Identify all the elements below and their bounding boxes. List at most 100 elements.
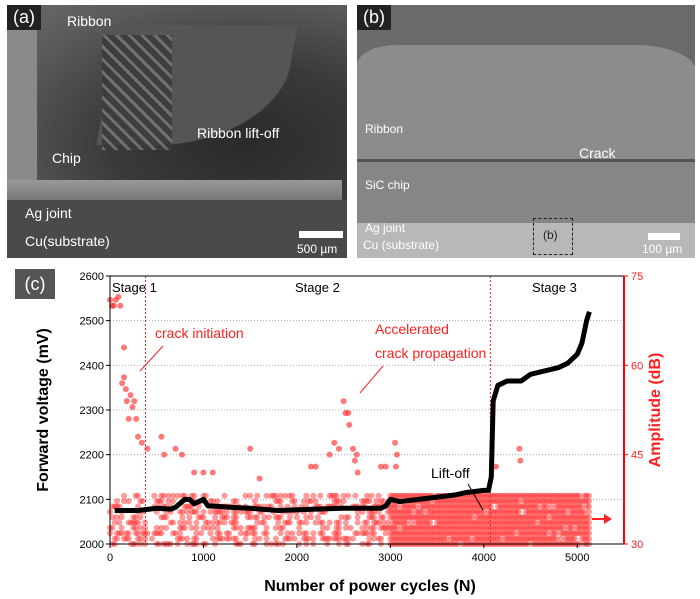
amplitude-point bbox=[165, 498, 172, 505]
amplitude-point bbox=[520, 492, 527, 499]
amplitude-point bbox=[438, 535, 445, 542]
amplitude-point bbox=[436, 519, 443, 526]
amplitude-point bbox=[429, 535, 436, 542]
amplitude-point bbox=[371, 535, 378, 542]
label-ribbon: Ribbon bbox=[67, 13, 112, 29]
amplitude-point bbox=[564, 514, 571, 521]
amplitude-point bbox=[214, 498, 221, 505]
amplitude-point bbox=[394, 524, 401, 531]
amplitude-point bbox=[438, 498, 445, 505]
amplitude-point bbox=[480, 530, 487, 537]
amplitude-point bbox=[385, 524, 392, 531]
amplitude-point bbox=[445, 503, 452, 510]
amplitude-point bbox=[438, 503, 445, 510]
amplitude-point bbox=[338, 514, 345, 521]
amplitude-point bbox=[476, 519, 483, 526]
amplitude-peak-point bbox=[392, 439, 399, 446]
amplitude-point bbox=[275, 498, 282, 505]
amplitude-point bbox=[504, 535, 511, 542]
amplitude-point bbox=[219, 514, 226, 521]
amplitude-point bbox=[450, 498, 457, 505]
amplitude-point bbox=[564, 524, 571, 531]
amplitude-point bbox=[571, 535, 578, 542]
amplitude-point bbox=[515, 535, 522, 542]
amplitude-point bbox=[408, 519, 415, 526]
amplitude-point bbox=[417, 524, 424, 531]
amplitude-point bbox=[415, 524, 422, 531]
amplitude-point bbox=[142, 530, 149, 537]
amplitude-point bbox=[541, 498, 548, 505]
amplitude-point bbox=[541, 530, 548, 537]
amplitude-point bbox=[578, 514, 585, 521]
amplitude-point bbox=[504, 508, 511, 515]
sem-image-a: (a) Ribbon Ribbon lift-off Chip Ag joint… bbox=[7, 5, 347, 258]
amplitude-point bbox=[193, 519, 200, 526]
amplitude-point bbox=[492, 530, 499, 537]
amplitude-point bbox=[571, 498, 578, 505]
amplitude-point bbox=[331, 535, 338, 542]
amplitude-point bbox=[422, 503, 429, 510]
amplitude-point bbox=[578, 535, 585, 542]
amplitude-point bbox=[487, 530, 494, 537]
amplitude-point bbox=[408, 530, 415, 537]
amplitude-point bbox=[394, 519, 401, 526]
amplitude-point bbox=[571, 508, 578, 515]
amplitude-point bbox=[413, 503, 420, 510]
amplitude-point bbox=[406, 530, 413, 537]
amplitude-point bbox=[515, 508, 522, 515]
amplitude-point bbox=[501, 508, 508, 515]
amplitude-point bbox=[583, 492, 590, 499]
amplitude-point bbox=[209, 535, 216, 542]
amplitude-point bbox=[576, 508, 583, 515]
amplitude-peak-point bbox=[335, 445, 342, 452]
amplitude-point bbox=[408, 524, 415, 531]
amplitude-point bbox=[522, 524, 529, 531]
amplitude-point bbox=[571, 530, 578, 537]
amplitude-peak-point bbox=[517, 457, 524, 464]
amplitude-point bbox=[373, 498, 380, 505]
amplitude-peak-point bbox=[123, 398, 130, 405]
amplitude-point bbox=[490, 530, 497, 537]
amplitude-point bbox=[534, 514, 541, 521]
amplitude-point bbox=[188, 508, 195, 515]
label-ribbon-lift-off: Ribbon lift-off bbox=[197, 125, 280, 141]
amplitude-point bbox=[114, 514, 121, 521]
amplitude-point bbox=[123, 535, 130, 542]
amplitude-peak-point bbox=[131, 398, 138, 405]
amplitude-point bbox=[118, 524, 125, 531]
amplitude-point bbox=[485, 524, 492, 531]
amplitude-point bbox=[244, 514, 251, 521]
amplitude-point bbox=[158, 524, 165, 531]
amplitude-point bbox=[121, 492, 128, 499]
amplitude-point bbox=[585, 492, 592, 499]
amplitude-point bbox=[300, 530, 307, 537]
amplitude-point bbox=[457, 514, 464, 521]
amplitude-point bbox=[569, 514, 576, 521]
amplitude-point bbox=[480, 514, 487, 521]
amplitude-point bbox=[457, 530, 464, 537]
amplitude-point bbox=[455, 524, 462, 531]
amplitude-point bbox=[504, 498, 511, 505]
amplitude-point bbox=[518, 535, 525, 542]
amplitude-point bbox=[560, 508, 567, 515]
amplitude-point bbox=[494, 514, 501, 521]
amplitude-point bbox=[574, 514, 581, 521]
amplitude-point bbox=[364, 492, 370, 499]
amplitude-point bbox=[427, 514, 434, 521]
amplitude-point bbox=[476, 508, 483, 515]
amplitude-point bbox=[536, 535, 543, 542]
amplitude-point bbox=[564, 498, 571, 505]
amplitude-point bbox=[413, 535, 420, 542]
amplitude-point bbox=[515, 514, 522, 521]
amplitude-point bbox=[448, 535, 455, 542]
amplitude-point bbox=[427, 503, 434, 510]
amplitude-point bbox=[471, 535, 478, 542]
amplitude-point bbox=[382, 530, 389, 537]
y2-axis-label: Amplitude (dB) bbox=[647, 353, 664, 468]
amplitude-point bbox=[403, 492, 410, 499]
amplitude-point bbox=[508, 498, 515, 505]
amplitude-point bbox=[480, 519, 487, 526]
amplitude-point bbox=[581, 508, 588, 515]
amplitude-point bbox=[272, 498, 279, 505]
amplitude-point bbox=[214, 524, 221, 531]
